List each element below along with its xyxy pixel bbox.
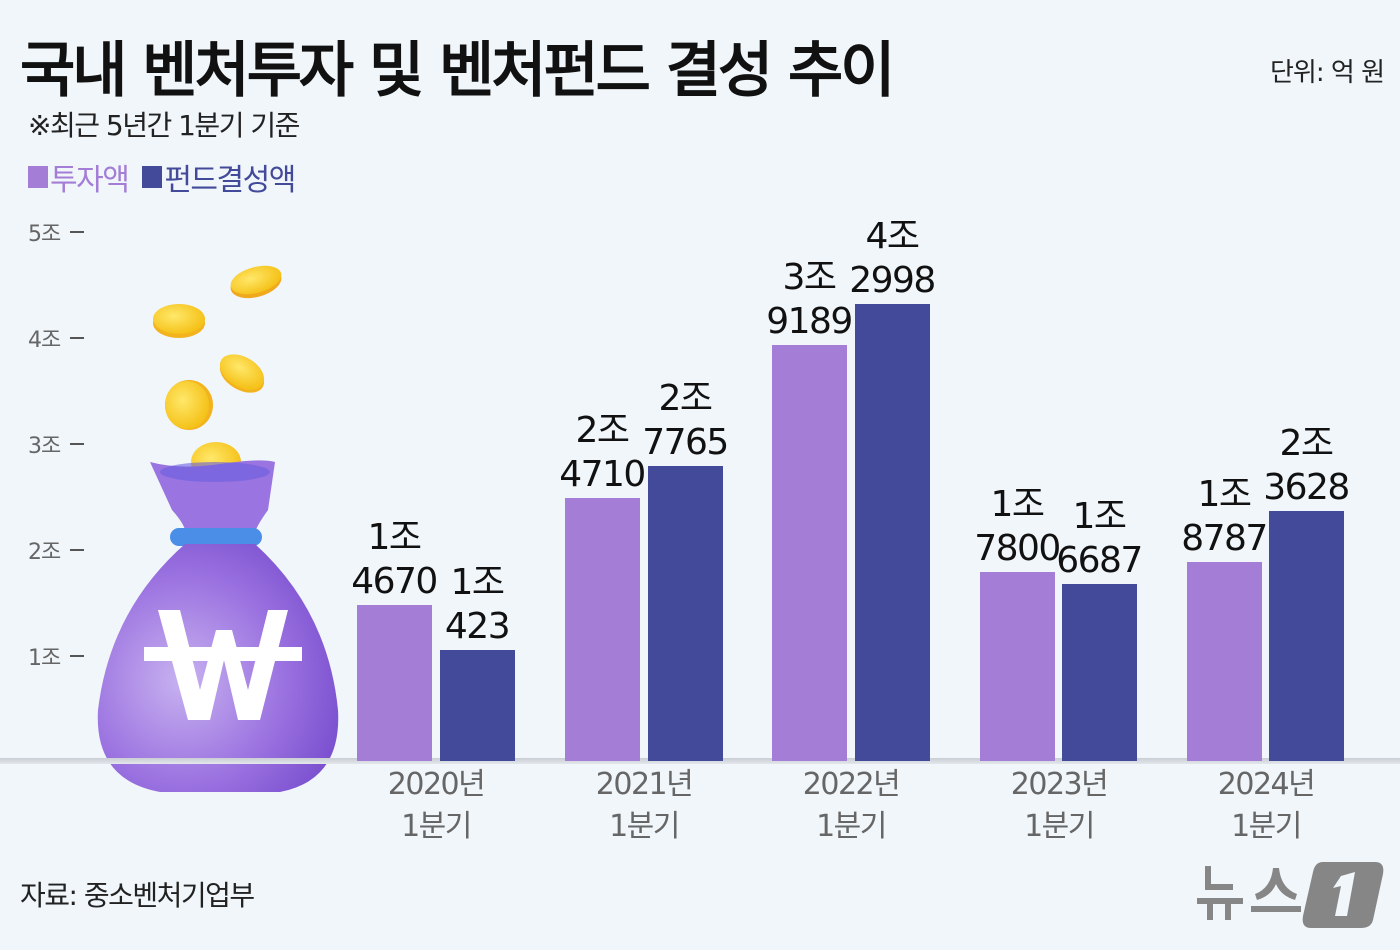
y-tick-label: 5조 <box>28 222 61 247</box>
bar-investment-2022 <box>772 345 847 761</box>
tick-mark <box>70 231 85 233</box>
bar-fund-2020 <box>440 650 515 761</box>
bar-investment-2024 <box>1187 562 1262 761</box>
unit-label: 단위: 억 원 <box>1270 58 1385 88</box>
value-label-fund-2021: 2조 7765 <box>642 378 729 463</box>
y-tick: 1조 <box>28 640 85 672</box>
legend-swatch-investment <box>28 166 48 188</box>
value-label-investment-2023: 1조 7800 <box>974 484 1061 569</box>
y-tick: 4조 <box>28 322 85 354</box>
value-label-investment-2020: 1조 4670 <box>351 517 438 602</box>
bar-fund-2021 <box>648 466 723 761</box>
bar-fund-2023 <box>1062 584 1137 761</box>
bar-fund-2024 <box>1269 511 1344 761</box>
legend-label: 펀드결성액 <box>164 163 296 198</box>
legend-label: 투자액 <box>50 163 130 198</box>
x-label-2022: 2022년 1분기 <box>802 767 901 844</box>
subtitle: ※최근 5년간 1분기 기준 <box>28 109 300 142</box>
legend-swatch-fund <box>142 166 163 188</box>
tick-mark <box>70 443 85 445</box>
bar-investment-2021 <box>565 498 640 761</box>
value-label-fund-2020: 1조 423 <box>444 562 511 647</box>
source-note: 자료: 중소벤처기업부 <box>20 879 255 912</box>
won-sign-icon <box>144 610 302 720</box>
x-label-2021: 2021년 1분기 <box>595 767 694 844</box>
value-label-fund-2024: 2조 3628 <box>1263 423 1350 508</box>
bar-fund-2022 <box>855 304 930 761</box>
x-axis-baseline <box>0 758 1400 764</box>
page-title: 국내 벤처투자 및 벤처펀드 결성 추이 <box>20 36 895 106</box>
tick-mark <box>70 655 85 657</box>
value-label-fund-2022: 4조 2998 <box>849 216 936 301</box>
value-label-fund-2023: 1조 6687 <box>1056 496 1143 581</box>
tick-mark <box>70 337 85 339</box>
legend-item-fund: 펀드결성액 <box>142 155 296 199</box>
y-tick-label: 4조 <box>28 328 61 353</box>
y-tick: 2조 <box>28 534 85 566</box>
value-label-investment-2024: 1조 8787 <box>1181 474 1268 559</box>
legend: 투자액 펀드결성액 <box>28 155 296 199</box>
bar-investment-2020 <box>357 605 432 761</box>
y-tick: 3조 <box>28 428 85 460</box>
news1-logo-icon <box>1197 862 1384 928</box>
y-tick-label: 2조 <box>28 540 61 565</box>
y-tick-label: 1조 <box>28 646 61 671</box>
y-tick-label: 3조 <box>28 434 61 459</box>
x-label-2023: 2023년 1분기 <box>1010 767 1109 844</box>
money-bag-icon <box>97 265 339 792</box>
x-label-2024: 2024년 1분기 <box>1217 767 1316 844</box>
y-tick: 5조 <box>28 216 85 248</box>
x-label-2020: 2020년 1분기 <box>387 767 486 844</box>
legend-item-investment: 투자액 <box>28 155 130 199</box>
value-label-investment-2021: 2조 4710 <box>559 410 646 495</box>
tick-mark <box>70 549 85 551</box>
bar-investment-2023 <box>980 572 1055 761</box>
value-label-investment-2022: 3조 9189 <box>766 257 853 342</box>
